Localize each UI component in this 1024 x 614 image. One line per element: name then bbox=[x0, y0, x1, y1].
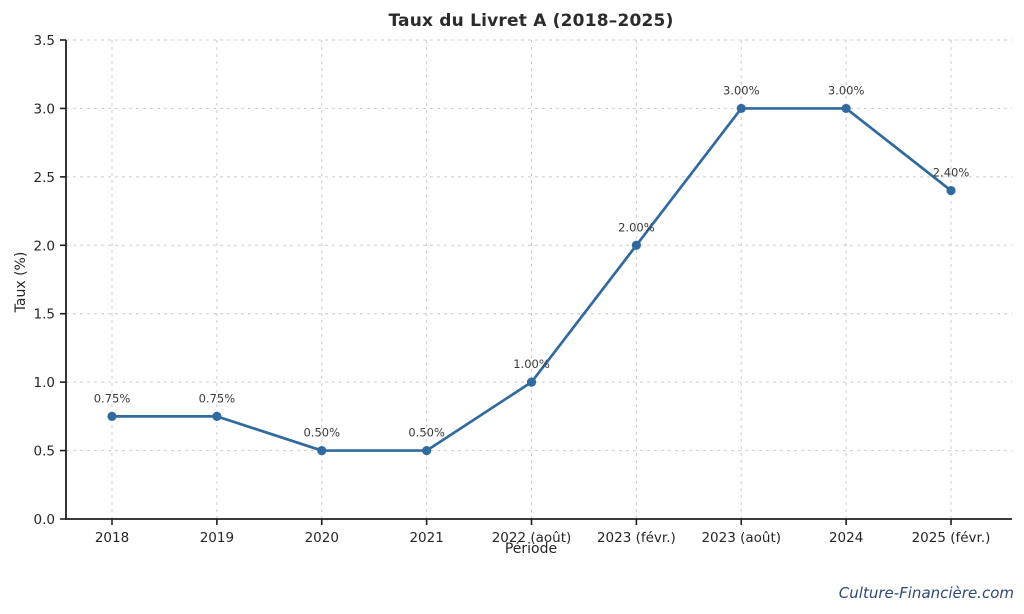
point-label: 3.00% bbox=[723, 83, 760, 97]
y-tick-label: 1.0 bbox=[34, 375, 55, 391]
data-point bbox=[212, 411, 222, 421]
x-tick-label: 2022 (août) bbox=[492, 530, 572, 546]
point-label: 1.00% bbox=[513, 357, 550, 371]
watermark-text: Culture-Financière.com bbox=[838, 584, 1014, 602]
data-point bbox=[422, 445, 432, 456]
y-tick-label: 3.5 bbox=[34, 33, 55, 49]
x-tick-label: 2023 (févr.) bbox=[597, 530, 676, 546]
point-label: 0.75% bbox=[94, 391, 131, 405]
x-tick-label: 2024 bbox=[829, 530, 863, 546]
y-tick-label: 2.5 bbox=[34, 170, 55, 186]
x-tick-label: 2020 bbox=[305, 530, 339, 546]
x-tick-label: 2023 (août) bbox=[701, 530, 781, 546]
data-point bbox=[317, 445, 327, 456]
y-tick-label: 3.0 bbox=[34, 101, 55, 117]
x-tick-label: 2025 (févr.) bbox=[912, 530, 991, 546]
chart-title: Taux du Livret A (2018–2025) bbox=[388, 11, 674, 31]
x-axis-label: Période bbox=[504, 541, 558, 557]
y-tick-label: 0.5 bbox=[34, 444, 55, 460]
point-label: 0.50% bbox=[408, 426, 445, 440]
x-tick-label: 2019 bbox=[200, 530, 234, 546]
data-point bbox=[841, 103, 851, 114]
y-axis-label: Taux (%) bbox=[13, 251, 29, 313]
data-point bbox=[946, 185, 956, 196]
data-point bbox=[526, 377, 537, 387]
y-tick-label: 2.0 bbox=[34, 238, 55, 254]
data-point bbox=[107, 411, 117, 421]
x-tick-label: 2018 bbox=[95, 530, 129, 546]
point-label: 3.00% bbox=[828, 83, 865, 97]
point-label: 2.40% bbox=[933, 166, 970, 180]
x-tick-label: 2021 bbox=[409, 530, 443, 546]
point-label: 2.00% bbox=[618, 220, 655, 234]
point-label: 0.50% bbox=[303, 426, 340, 440]
y-tick-label: 1.5 bbox=[34, 307, 55, 323]
data-point bbox=[631, 240, 641, 250]
y-tick-label: 0.0 bbox=[34, 512, 55, 528]
point-label: 0.75% bbox=[199, 391, 236, 405]
data-point bbox=[736, 103, 746, 114]
